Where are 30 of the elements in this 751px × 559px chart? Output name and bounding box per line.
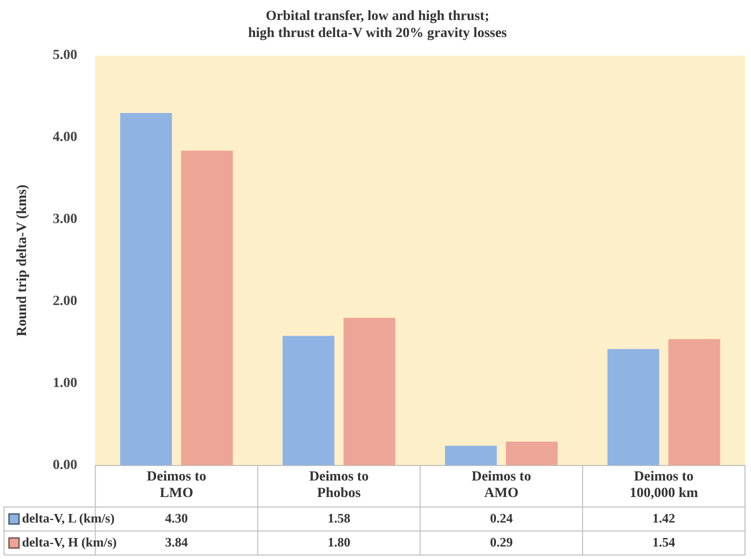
text: 1.42 <box>652 510 676 526</box>
legend-label: delta-V, H (km/s) <box>22 534 117 550</box>
text: 1.80 <box>328 534 350 550</box>
text: 1.54 <box>652 534 676 550</box>
x-tick-label: Deimos to AMO <box>472 469 532 502</box>
y-tick-label: 4.00 <box>52 130 78 146</box>
x-tick-label: Deimos to Phobos <box>309 469 369 502</box>
bar <box>668 339 720 466</box>
y-axis-title: Round trip delta-V (kms) <box>15 184 30 336</box>
text: 4.30 <box>165 510 188 526</box>
bar <box>282 336 334 466</box>
text: 0.29 <box>490 534 513 550</box>
y-tick-label: 1.00 <box>52 376 78 392</box>
text: 0.24 <box>490 510 513 526</box>
bar <box>181 150 233 466</box>
bar <box>506 442 558 466</box>
bar <box>344 318 396 466</box>
chart-title: Orbital transfer, low and high thrust; high thrust delta-V with 20% gravity losses <box>248 9 508 41</box>
y-tick-label: 3.00 <box>52 212 78 228</box>
bar <box>120 112 172 466</box>
bar <box>445 446 497 466</box>
text: 1.58 <box>328 510 350 526</box>
y-tick-label: 0.00 <box>52 458 78 474</box>
x-tick-label: Deimos to 100,000 km <box>630 469 698 502</box>
y-tick-label: 2.00 <box>52 294 78 310</box>
text: 3.84 <box>165 534 188 550</box>
bar <box>607 349 660 466</box>
y-tick-label: 5.00 <box>52 48 78 64</box>
legend-label: delta-V, L (km/s) <box>22 510 115 526</box>
x-tick-label: Deimos to LMO <box>146 469 206 502</box>
